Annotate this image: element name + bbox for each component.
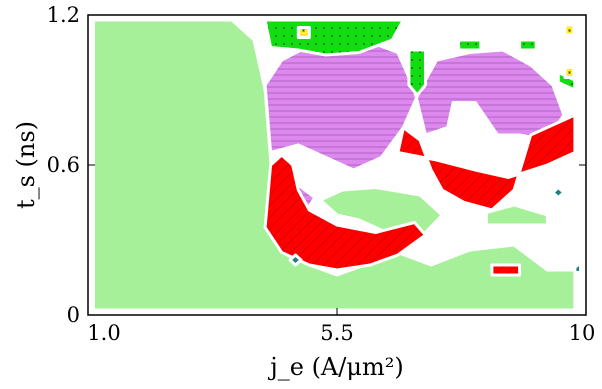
- x-ticks: 1.0 5.5 10: [87, 308, 595, 345]
- region-light-green-2: [484, 203, 549, 227]
- region-red-2: [490, 263, 522, 277]
- y-tick-label-0: 0: [67, 303, 80, 327]
- region-green-2: [457, 38, 483, 52]
- region-teal-0: [288, 253, 303, 267]
- region-green-3: [518, 38, 538, 52]
- y-ticks: 0 0.6 1.2: [47, 3, 586, 327]
- region-teal-1: [551, 186, 566, 199]
- region-green-1: [407, 48, 427, 97]
- region-light-green-1: [318, 186, 444, 234]
- x-tick-label-2: 10: [569, 321, 596, 345]
- region-red-0: [263, 153, 427, 272]
- x-tick-label-0: 1.0: [87, 321, 120, 345]
- region-yellow-2: [563, 66, 576, 79]
- y-axis-title: t_s (ns): [12, 121, 40, 209]
- x-tick-label-1: 5.5: [320, 321, 353, 345]
- region-red-1: [396, 113, 577, 212]
- region-yellow-1: [563, 23, 576, 37]
- y-tick-label-1: 0.6: [47, 153, 80, 177]
- region-yellow-0: [296, 26, 311, 39]
- region-light-green-0: [92, 18, 577, 312]
- x-axis-title: j_e (A/μm²): [267, 353, 403, 381]
- y-tick-label-2: 1.2: [47, 3, 80, 27]
- regions-layer: [92, 18, 582, 312]
- region-teal-2: [573, 261, 582, 274]
